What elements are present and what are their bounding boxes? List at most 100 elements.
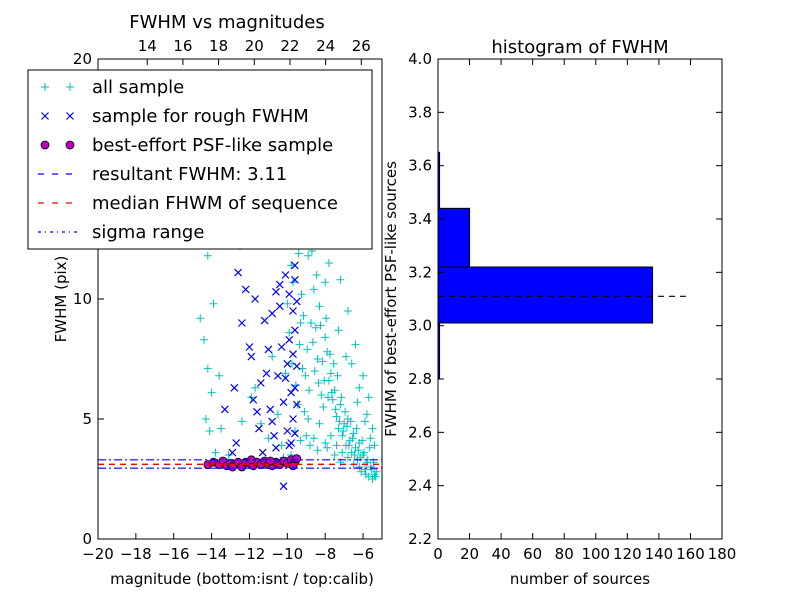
scatter-point-series1 xyxy=(260,316,269,325)
scatter-top-tick-label: 14 xyxy=(138,37,157,55)
scatter-point-series1 xyxy=(255,424,263,433)
scatter-point-series0 xyxy=(328,395,337,404)
scatter-point-series0 xyxy=(343,307,352,315)
scatter-point-series1 xyxy=(258,448,267,457)
scatter-point-series1 xyxy=(228,448,237,457)
scatter-point-series0 xyxy=(301,371,310,380)
scatter-point-series0 xyxy=(353,398,362,407)
scatter-axes: −20−18−16−14−12−10−8−6051015201416182022… xyxy=(73,37,374,563)
scatter-point-series2 xyxy=(292,454,302,464)
scatter-point-series1 xyxy=(292,400,301,409)
scatter-point-series0 xyxy=(324,393,333,402)
scatter-point-series0 xyxy=(371,472,380,481)
scatter-x-tick-label: −8 xyxy=(314,545,336,563)
histogram-x-tick-label: 20 xyxy=(460,545,479,563)
scatter-point-series0 xyxy=(283,299,292,308)
scatter-point-series0 xyxy=(313,355,322,363)
scatter-point-series0 xyxy=(321,278,330,287)
histogram-x-tick-label: 60 xyxy=(523,545,542,563)
scatter-chart: FWHM vs magnitudes −20 −18 −16 −14 −12 −10 −8−… xyxy=(27,12,383,588)
scatter-point-series0 xyxy=(281,369,290,378)
scatter-point-series0 xyxy=(305,386,314,395)
scatter-point-series0 xyxy=(321,439,330,447)
scatter-point-series0 xyxy=(300,407,309,416)
scatter-point-series1 xyxy=(290,275,299,284)
scatter-point-series0 xyxy=(327,388,336,397)
histogram-y-tick-label: 3.2 xyxy=(408,263,432,281)
scatter-point-series1 xyxy=(290,261,299,270)
scatter-point-series0 xyxy=(217,424,226,433)
scatter-point-series1 xyxy=(270,431,279,440)
histogram-x-tick-label: 0 xyxy=(433,545,443,563)
scatter-x-tick-label: −12 xyxy=(234,545,266,563)
scatter-point-series1 xyxy=(289,307,297,315)
scatter-point-series0 xyxy=(358,436,367,445)
scatter-point-series0 xyxy=(310,367,319,375)
scatter-point-series0 xyxy=(326,431,335,440)
scatter-point-series0 xyxy=(308,338,317,347)
scatter-point-series0 xyxy=(200,335,209,344)
scatter-point-series1 xyxy=(290,429,299,438)
scatter-point-series0 xyxy=(350,451,359,459)
legend-marker-0-a xyxy=(41,83,49,91)
scatter-point-series1 xyxy=(285,290,294,299)
scatter-point-series1 xyxy=(256,379,265,387)
scatter-point-series0 xyxy=(341,407,350,416)
scatter-point-series1 xyxy=(251,295,260,303)
scatter-point-series1 xyxy=(237,319,246,327)
scatter-point-series0 xyxy=(337,393,346,402)
scatter-point-series0 xyxy=(293,400,302,409)
scatter-point-series1 xyxy=(245,343,254,351)
scatter-point-series0 xyxy=(203,251,212,260)
scatter-point-series0 xyxy=(324,259,333,267)
histogram-x-axis-label: number of sources xyxy=(510,570,650,588)
scatter-point-series0 xyxy=(196,314,205,323)
scatter-point-series0 xyxy=(309,434,318,443)
scatter-point-series0 xyxy=(333,371,342,380)
scatter-legend: all sample sample for rough FWHM best-effo… xyxy=(27,69,373,250)
scatter-point-series1 xyxy=(290,383,299,392)
scatter-point-series0 xyxy=(336,400,345,409)
scatter-point-series1 xyxy=(241,285,250,294)
scatter-point-series0 xyxy=(321,333,330,342)
scatter-top-tick-label: 24 xyxy=(316,37,335,55)
scatter-point-series0 xyxy=(273,410,282,419)
legend-label-3: resultant FWHM: 3.11 xyxy=(92,164,287,185)
histogram-x-tick-label: 40 xyxy=(492,545,511,563)
scatter-point-series0 xyxy=(360,417,369,426)
scatter-point-series0 xyxy=(294,249,303,258)
scatter-point-series1 xyxy=(268,309,277,318)
scatter-point-series0 xyxy=(342,352,351,361)
histogram-x-tick-label: 80 xyxy=(555,545,574,563)
scatter-point-series1 xyxy=(264,345,273,354)
scatter-point-series0 xyxy=(211,448,220,457)
scatter-point-series0 xyxy=(330,451,339,459)
scatter-y-tick-label: 10 xyxy=(73,290,92,308)
scatter-point-series0 xyxy=(201,415,210,423)
histogram-y-tick-label: 3.4 xyxy=(408,210,432,228)
scatter-point-series1 xyxy=(292,297,301,306)
scatter-point-series1 xyxy=(272,287,280,296)
histogram-x-tick-label: 140 xyxy=(645,545,674,563)
histogram-y-axis-label: FWHM of best-effort PSF-like sources xyxy=(382,161,400,437)
legend-label-2: best-effort PSF-like sample xyxy=(92,135,333,156)
scatter-point-series1 xyxy=(247,352,256,361)
scatter-y-tick-label: 5 xyxy=(82,410,92,428)
scatter-point-series0 xyxy=(304,251,313,260)
scatter-point-series0 xyxy=(209,299,218,308)
scatter-point-series0 xyxy=(297,290,306,299)
scatter-point-series0 xyxy=(303,345,312,354)
scatter-point-series1 xyxy=(230,383,239,392)
scatter-point-series0 xyxy=(359,371,368,380)
scatter-point-series1 xyxy=(289,350,297,359)
scatter-point-series1 xyxy=(285,335,294,344)
scatter-point-series1 xyxy=(268,417,277,426)
scatter-point-series0 xyxy=(302,431,311,440)
scatter-point-series0 xyxy=(348,434,357,443)
scatter-point-series0 xyxy=(331,405,340,414)
scatter-point-series0 xyxy=(306,441,315,450)
scatter-point-series0 xyxy=(334,424,343,433)
scatter-point-series1 xyxy=(272,443,280,452)
scatter-point-series0 xyxy=(287,261,296,270)
scatter-point-series0 xyxy=(317,391,326,399)
